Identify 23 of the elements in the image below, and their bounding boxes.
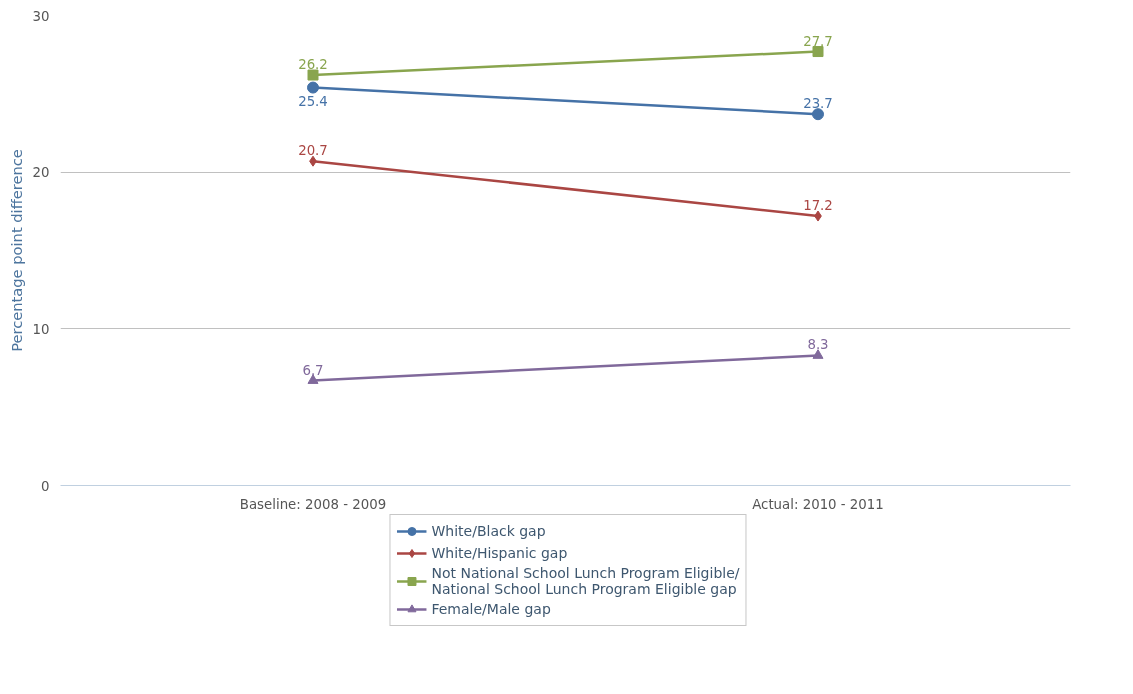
data-label: 25.4 xyxy=(298,93,328,109)
point xyxy=(812,108,824,121)
point xyxy=(812,46,824,58)
data-label: 8.3 xyxy=(807,337,829,353)
x-tick-label: Baseline: 2008 - 2009 xyxy=(239,496,387,512)
data-label: 20.7 xyxy=(298,143,328,159)
legend-label: Female/Male gap xyxy=(431,600,551,618)
point xyxy=(307,69,319,81)
y-tick-label: 0 xyxy=(41,478,50,494)
data-label: 17.2 xyxy=(803,198,833,214)
legend-label: White/Black gap xyxy=(431,522,546,540)
data-label: 27.7 xyxy=(803,33,833,49)
x-tick-label: Actual: 2010 - 2011 xyxy=(752,496,884,512)
legend-label: White/Hispanic gap xyxy=(431,544,568,562)
data-label: 6.7 xyxy=(302,362,324,378)
data-label: 26.2 xyxy=(298,57,328,73)
y-tick-label: 10 xyxy=(32,321,50,337)
legend-label: Not National School Lunch Program Eligible/National School Lunch Program Eligible gap xyxy=(431,565,740,597)
y-axis-title: Percentage point difference xyxy=(7,149,25,352)
data-label: 23.7 xyxy=(803,96,833,112)
y-tick-label: 20 xyxy=(32,165,50,181)
point xyxy=(307,81,319,94)
y-tick-label: 30 xyxy=(32,8,50,24)
